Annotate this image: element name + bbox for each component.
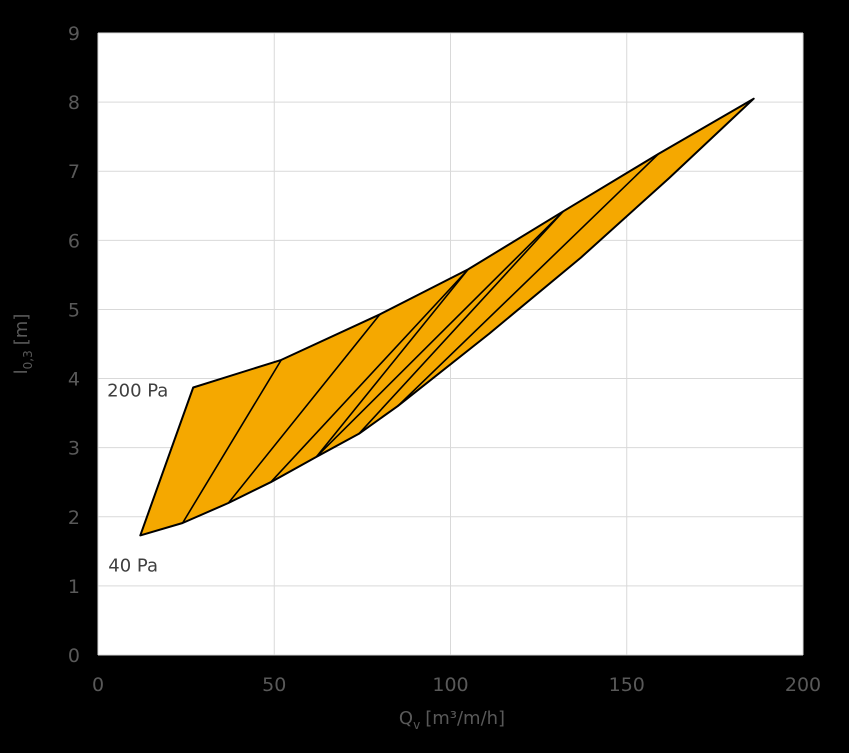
y-tick-label: 9 [68,23,80,45]
annotations: 200 Pa 40 Pa [107,381,168,577]
pressure-annotation: 40 Pa [108,555,158,576]
y-tick-label: 3 [68,438,80,460]
y-tick-label: 6 [68,230,80,252]
x-tick-label: 200 [785,674,821,696]
x-tick-label: 0 [92,674,104,696]
isoline-layer [181,153,660,524]
pressure-isoline [315,268,469,458]
y-tick-labels: 0 1 2 3 4 5 6 7 8 9 [68,23,80,667]
x-axis-subscript: v [413,718,420,732]
y-tick-label: 1 [68,576,80,598]
pressure-isoline [315,210,564,458]
pressure-isoline [397,153,660,407]
x-tick-label: 100 [432,674,468,696]
x-axis-symbol: Q [399,708,413,729]
x-axis-title: Qv [m³/m/h] [399,708,505,732]
pressure-annotation: 200 Pa [107,381,168,402]
y-tick-label: 8 [68,92,80,114]
x-axis-unit: [m³/m/h] [425,708,505,729]
y-tick-label: 0 [68,645,80,667]
pressure-isoline [270,268,469,483]
y-tick-label: 5 [68,299,80,321]
y-axis-subscript: 0,3 [21,350,35,369]
x-tick-labels: 0 50 100 150 200 [92,674,821,696]
x-tick-label: 50 [262,674,286,696]
operating-range-area [139,97,755,537]
y-tick-label: 4 [68,369,80,391]
y-tick-label: 7 [68,161,80,183]
pressure-isoline [181,359,282,524]
pressure-isoline [227,313,381,504]
pressure-isoline [358,210,564,435]
area-layer [139,97,755,537]
y-axis-symbol: l [11,369,32,374]
y-tick-label: 2 [68,507,80,529]
y-axis-unit: [m] [11,314,32,346]
x-tick-label: 150 [609,674,645,696]
y-axis-title: l0,3 [m] [11,314,35,375]
